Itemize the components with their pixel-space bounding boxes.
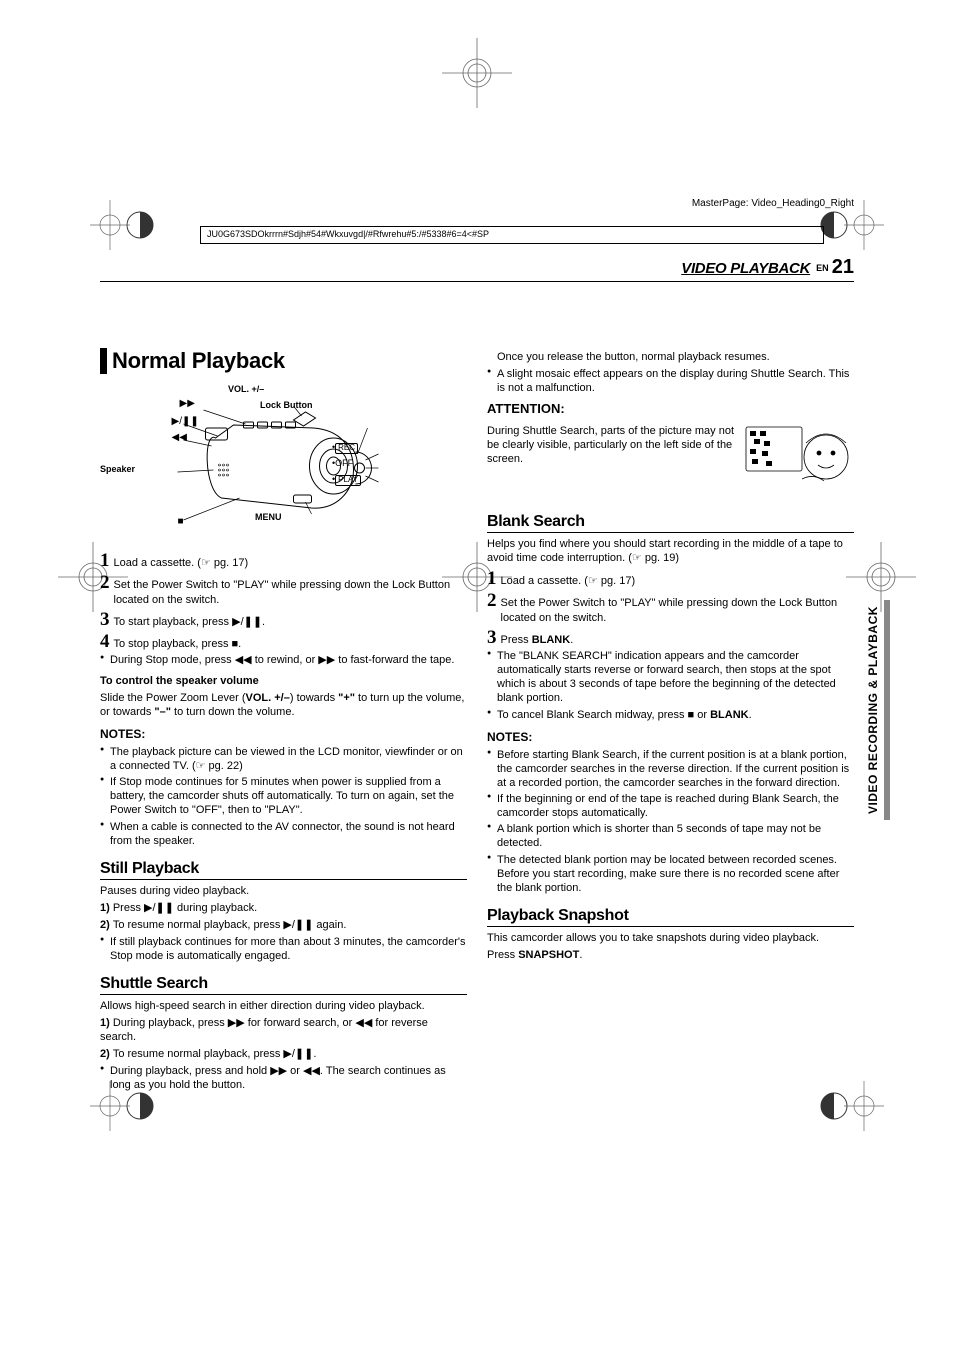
blank-notes-heading: NOTES: (487, 730, 854, 745)
blank-notes: Before starting Blank Search, if the cur… (487, 748, 854, 895)
shuttle-l1: 1) During playback, press ▶▶ for forward… (100, 1016, 467, 1044)
bullet: The "BLANK SEARCH" indication appears an… (487, 649, 854, 705)
shuttle-cont-p: Once you release the button, normal play… (487, 350, 854, 364)
bullet: A slight mosaic effect appears on the di… (487, 367, 854, 395)
page-header: VIDEO PLAYBACK EN 21 (100, 256, 854, 279)
fig-menu-label: MENU (255, 512, 282, 522)
camera-figure: ▶▶ ▶/❚❚ ◀◀ ■ VOL. +/– Lock Button Speake… (100, 380, 467, 540)
masterpage-label: MasterPage: Video_Heading0_Right (692, 198, 854, 209)
still-p1: Pauses during video playback. (100, 884, 467, 898)
fig-off-label: •OFF (332, 458, 353, 468)
normal-playback-steps: 1 Load a cassette. (☞ pg. 17) 2Set the Po… (100, 550, 467, 651)
step-text: Set the Power Switch to "PLAY" while pre… (114, 578, 468, 607)
attention-figure (744, 421, 854, 501)
right-column: Once you release the button, normal play… (487, 348, 854, 1095)
bullet: Before starting Blank Search, if the cur… (487, 748, 854, 790)
step-text: To stop playback, press ■. (114, 637, 468, 651)
bullet: If still playback continues for more tha… (100, 935, 467, 963)
bullet: During Stop mode, press ◀◀ to rewind, or… (100, 653, 467, 667)
step-num: 1 (100, 551, 110, 570)
fig-play-label: •PLAY (332, 474, 361, 486)
still-playback-title: Still Playback (100, 860, 467, 880)
page-number: 21 (832, 256, 854, 278)
fig-rec-label: •REC (332, 442, 358, 454)
step-num: 2 (100, 573, 110, 592)
volume-heading: To control the speaker volume (100, 674, 467, 688)
normal-playback-notes: The playback picture can be viewed in th… (100, 745, 467, 848)
step-num: 2 (487, 591, 497, 610)
step-text: To start playback, press ▶/❚❚. (114, 615, 468, 629)
bullet: The detected blank portion may be locate… (487, 853, 854, 895)
svg-text:▶/❚❚: ▶/❚❚ (172, 416, 199, 427)
bullet: To cancel Blank Search midway, press ■ o… (487, 708, 854, 722)
snapshot-p1: This camcorder allows you to take snapsh… (487, 931, 854, 945)
fig-vol-label: VOL. +/– (228, 384, 264, 394)
bullet: The playback picture can be viewed in th… (100, 745, 467, 773)
left-column: Normal Playback (100, 348, 467, 1095)
still-l1: 1) Press ▶/❚❚ during playback. (100, 901, 467, 915)
step-num: 4 (100, 632, 110, 651)
attention-heading: ATTENTION: (487, 401, 854, 418)
section-path: VIDEO PLAYBACK (681, 260, 810, 277)
playback-snapshot-title: Playback Snapshot (487, 907, 854, 927)
svg-text:▶▶: ▶▶ (180, 398, 196, 409)
attention-text: During Shuttle Search, parts of the pict… (487, 424, 736, 466)
fig-speaker-label: Speaker (100, 464, 135, 474)
step-text: Set the Power Switch to "PLAY" while pre… (501, 596, 855, 625)
step-text: Load a cassette. (☞ pg. 17) (114, 556, 468, 570)
section-normal-playback: Normal Playback (100, 348, 467, 374)
shuttle-p1: Allows high-speed search in either direc… (100, 999, 467, 1013)
step-num: 1 (487, 569, 497, 588)
normal-playback-notes-inline: During Stop mode, press ◀◀ to rewind, or… (100, 653, 467, 667)
blank-search-title: Blank Search (487, 513, 854, 533)
shuttle-search-title: Shuttle Search (100, 975, 467, 995)
still-l2: 2) To resume normal playback, press ▶/❚❚… (100, 918, 467, 932)
step-text: Press BLANK. (501, 633, 855, 647)
bullet: If Stop mode continues for 5 minutes whe… (100, 775, 467, 817)
normal-playback-title: Normal Playback (112, 348, 285, 374)
bullet: When a cable is connected to the AV conn… (100, 820, 467, 848)
step-text: Load a cassette. (☞ pg. 17) (501, 574, 855, 588)
filepath-bar: JU0G673SDOkrrrn#Sdjh#54#Wkxuvgd|/#Rfwreh… (200, 226, 824, 244)
step-num: 3 (100, 610, 110, 629)
shuttle-bullets: During playback, press and hold ▶▶ or ◀◀… (100, 1064, 467, 1092)
step-num: 3 (487, 628, 497, 647)
snapshot-p2: Press SNAPSHOT. (487, 948, 854, 962)
blank-p1: Helps you find where you should start re… (487, 537, 854, 565)
bullet: If the beginning or end of the tape is r… (487, 792, 854, 820)
blank-steps: 1 Load a cassette. (☞ pg. 17) 2Set the Po… (487, 568, 854, 647)
lang-code: EN (816, 263, 829, 273)
bullet: During playback, press and hold ▶▶ or ◀◀… (100, 1064, 467, 1092)
volume-text: Slide the Power Zoom Lever (VOL. +/–) to… (100, 691, 467, 719)
fig-lock-label: Lock Button (260, 400, 313, 410)
shuttle-cont-bullets: A slight mosaic effect appears on the di… (487, 367, 854, 395)
svg-text:◀◀: ◀◀ (172, 432, 188, 443)
still-bullets: If still playback continues for more tha… (100, 935, 467, 963)
title-bar-icon (100, 348, 107, 374)
bullet: A blank portion which is shorter than 5 … (487, 822, 854, 850)
shuttle-l2: 2) To resume normal playback, press ▶/❚❚… (100, 1047, 467, 1061)
svg-text:■: ■ (178, 516, 184, 527)
notes-heading: NOTES: (100, 727, 467, 742)
blank-after-bullets: The "BLANK SEARCH" indication appears an… (487, 649, 854, 721)
header-rule (100, 281, 854, 282)
